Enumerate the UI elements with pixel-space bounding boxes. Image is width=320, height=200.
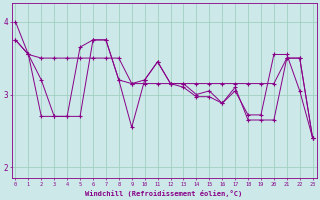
X-axis label: Windchill (Refroidissement éolien,°C): Windchill (Refroidissement éolien,°C) [85, 190, 243, 197]
